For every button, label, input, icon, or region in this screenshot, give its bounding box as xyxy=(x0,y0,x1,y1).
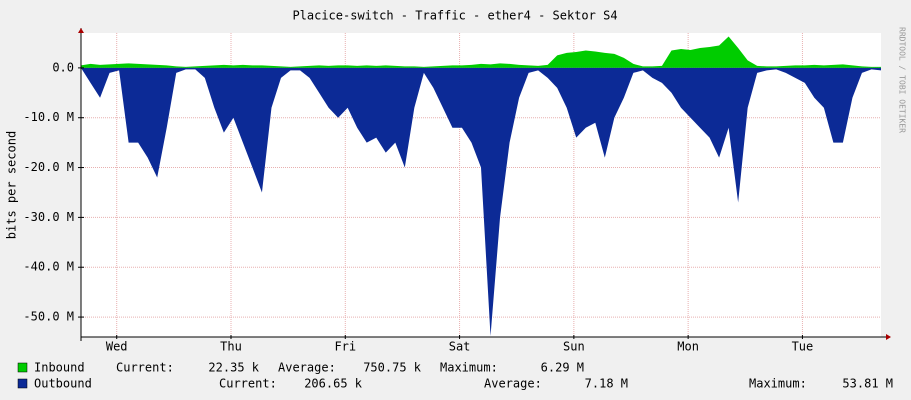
legend-stat-label: Maximum: xyxy=(440,361,498,375)
x-axis-arrow xyxy=(886,334,891,340)
x-tick-label: Sun xyxy=(563,340,585,354)
legend-label: Inbound xyxy=(34,361,85,375)
legend-stat-value: 206.65 k xyxy=(304,377,363,391)
area xyxy=(81,36,881,68)
legend-stat-label: Average: xyxy=(484,377,542,391)
y-axis-arrow xyxy=(78,28,84,33)
legend-swatch xyxy=(17,378,28,389)
chart-title: Placice-switch - Traffic - ether4 - Sekt… xyxy=(292,9,617,23)
y-tick-label: 0.0 xyxy=(52,60,74,74)
legend: Inbound Current: 22.35 k Average: 750.75 k Ma… xyxy=(17,361,893,391)
legend-stat-value: 750.75 k xyxy=(363,361,422,375)
x-tick-label: Fri xyxy=(334,340,356,354)
legend-stat-value: 22.35 k xyxy=(208,361,259,375)
x-tick-label: Wed xyxy=(106,340,128,354)
area xyxy=(81,67,881,337)
legend-stat-value: 7.18 M xyxy=(585,377,628,391)
legend-label: Outbound xyxy=(34,377,92,391)
ticks: 0.0 -10.0 M -20.0 M -30.0 M -40.0 M -50.0 M We… xyxy=(23,60,813,353)
areas xyxy=(81,36,881,337)
legend-stat-label: Current: xyxy=(116,361,174,375)
watermark: RRDTOOL / TOBI OETIKER xyxy=(898,27,907,133)
legend-stat-label: Current: xyxy=(219,377,277,391)
x-tick-label: Tue xyxy=(792,340,814,354)
legend-stat-value: 53.81 M xyxy=(842,377,893,391)
legend-stat-label: Average: xyxy=(278,361,336,375)
legend-stat-label: Maximum: xyxy=(749,377,807,391)
y-tick-label: -20.0 M xyxy=(23,160,74,174)
x-tick-label: Sat xyxy=(449,340,471,354)
y-tick-label: -10.0 M xyxy=(23,110,74,124)
x-tick-label: Thu xyxy=(220,340,242,354)
y-tick-label: -50.0 M xyxy=(23,310,74,324)
x-tick-label: Mon xyxy=(677,340,699,354)
y-axis-label: bits per second xyxy=(5,131,19,239)
legend-swatch xyxy=(17,362,28,373)
y-tick-label: -40.0 M xyxy=(23,260,74,274)
y-tick-label: -30.0 M xyxy=(23,210,74,224)
legend-stat-value: 6.29 M xyxy=(541,361,584,375)
